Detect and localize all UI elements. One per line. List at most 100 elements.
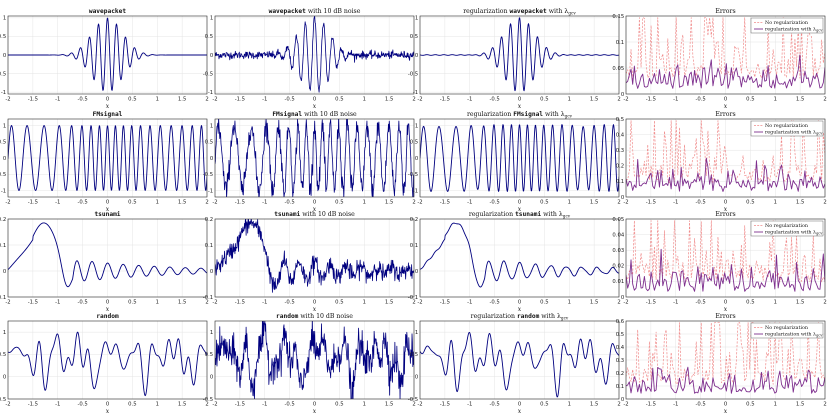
x-tick-label: -1.5 [28, 200, 38, 206]
axes-frame [625, 218, 826, 298]
x-tick-label: 1.5 [590, 300, 598, 306]
x-tick-label: 2 [205, 300, 208, 306]
axes-frame [214, 15, 415, 95]
legend-label-no-regularization: No regularization [765, 20, 808, 26]
x-tick-label: 0 [724, 200, 728, 206]
y-tick-label: 0 [621, 195, 625, 201]
y-tick-label: 1 [3, 330, 6, 336]
x-tick-label: 2 [823, 402, 826, 408]
y-tick-label: 1 [415, 16, 418, 22]
x-tick-label: 1.5 [178, 200, 186, 206]
x-tick-label: -0.5 [489, 402, 499, 408]
x-tick-label: -1.5 [646, 300, 656, 306]
title-suffix: with 10 dB noise [298, 313, 353, 320]
x-tick-label: 0 [313, 402, 317, 408]
subplot-tsunami-regularized: -2 -1.5 -1 -0.5 0 0.5 1 1.5 2 0.2 0.1 0 -0.1 regulari… [408, 210, 621, 313]
title-subscript: gcv [568, 11, 576, 16]
x-tick-label: -2 [623, 402, 628, 408]
title-suffix: with λ [541, 211, 563, 218]
x-tick-label: -0.5 [695, 300, 705, 306]
axes-frame [7, 15, 208, 95]
x-tick-label: 1.5 [796, 402, 804, 408]
x-tick-label: 1.5 [385, 97, 393, 103]
x-tick-label: -0.5 [489, 200, 499, 206]
y-tick-label: -0.5 [0, 397, 6, 403]
y-tick-label: 0 [621, 92, 625, 98]
y-tick-label: 0.1 [205, 243, 213, 249]
y-tick-label: -1 [413, 90, 418, 96]
x-axis-label: x [106, 306, 110, 313]
y-tick-label: -0.5 [203, 172, 213, 178]
y-tick-label: 0.1 [0, 243, 6, 249]
subplot-title: random with 10 dB noise [276, 313, 353, 320]
x-tick-label: -2 [212, 97, 217, 103]
x-tick-label: 0 [106, 300, 110, 306]
series-line-noisy [215, 119, 414, 197]
subplot-title: Errors [715, 211, 735, 218]
y-tick-label: 0.1 [616, 179, 624, 185]
y-tick-label: 0.5 [0, 140, 6, 146]
subplot-title: regularization random with λgcv [471, 313, 569, 321]
x-tick-label: -0.5 [489, 97, 499, 103]
y-tick-label: 0.05 [612, 217, 624, 223]
x-tick-label: 0 [106, 200, 110, 206]
axes-frame [419, 218, 620, 298]
plot-area [215, 119, 414, 197]
y-tick-label: -0.1 [408, 295, 418, 301]
series-line-regularized [420, 331, 619, 398]
y-tick-label: 0.1 [410, 243, 418, 249]
x-axis-label: x [724, 206, 728, 213]
x-tick-label: 0.5 [540, 97, 548, 103]
x-tick-label: -1.5 [28, 97, 38, 103]
y-tick-label: 0.2 [205, 217, 213, 223]
y-tick-label: 1 [210, 330, 213, 336]
series-line-clean [8, 17, 207, 91]
y-tick-label: 0.02 [612, 264, 624, 270]
y-tick-label: 0 [415, 53, 419, 59]
y-tick-label: -0.5 [0, 172, 6, 178]
legend-label-regularization: regularization with λgcv [765, 332, 823, 338]
title-prefix: regularization [463, 8, 509, 15]
x-tick-label: 2 [617, 97, 620, 103]
subplot-title: regularization wavepacket with λgcv [463, 8, 576, 16]
title-signal-name: Errors [715, 8, 735, 15]
x-tick-label: -1 [262, 402, 267, 408]
x-tick-label: 2 [205, 402, 208, 408]
x-tick-label: -2 [417, 300, 422, 306]
axes-frame [7, 320, 208, 400]
x-tick-label: 0.5 [335, 402, 343, 408]
legend-subscript: gcv [816, 132, 823, 136]
x-tick-label: 0 [313, 97, 317, 103]
x-tick-label: -1.5 [235, 300, 245, 306]
title-prefix: regularization [471, 313, 517, 320]
subplot-title: FMsignal with 10 dB noise [272, 110, 357, 118]
legend-subscript: gcv [816, 232, 823, 236]
legend-subscript: gcv [816, 334, 823, 338]
x-tick-label: -0.5 [695, 97, 705, 103]
x-tick-label: 1 [568, 300, 571, 306]
series-line-clean [8, 125, 207, 191]
title-suffix: with 10 dB noise [306, 8, 361, 15]
x-tick-label: -2 [417, 402, 422, 408]
x-tick-label: 0 [518, 300, 522, 306]
x-tick-label: -2 [5, 97, 10, 103]
plot-area [420, 222, 619, 288]
y-tick-label: 0.04 [612, 232, 624, 238]
x-tick-label: -0.5 [77, 200, 87, 206]
x-tick-label: 0.5 [746, 200, 754, 206]
y-tick-label: 0.4 [616, 132, 625, 138]
subplot-FMsignal-regularized: -2 -1.5 -1 -0.5 0 0.5 1 1.5 2 1 0.5 0 -0.5 -1 regulari… [408, 110, 621, 213]
x-tick-label: -1.5 [235, 97, 245, 103]
x-axis-label: x [518, 103, 522, 110]
subplot-wavepacket-errors: -2 -1.5 -1 -0.5 0 0.5 1 1.5 2 0.15 0.1 0.05 0 Errors x… [612, 8, 826, 110]
x-tick-label: 0 [313, 200, 317, 206]
x-tick-label: -0.5 [284, 200, 294, 206]
plot-area [8, 331, 207, 397]
series-line-regularization-gcv [626, 54, 825, 89]
y-tick-label: 0.01 [612, 279, 624, 285]
x-tick-label: -0.5 [695, 200, 705, 206]
x-tick-label: -0.5 [284, 402, 294, 408]
x-tick-label: 1 [774, 300, 777, 306]
x-tick-label: -0.5 [77, 97, 87, 103]
